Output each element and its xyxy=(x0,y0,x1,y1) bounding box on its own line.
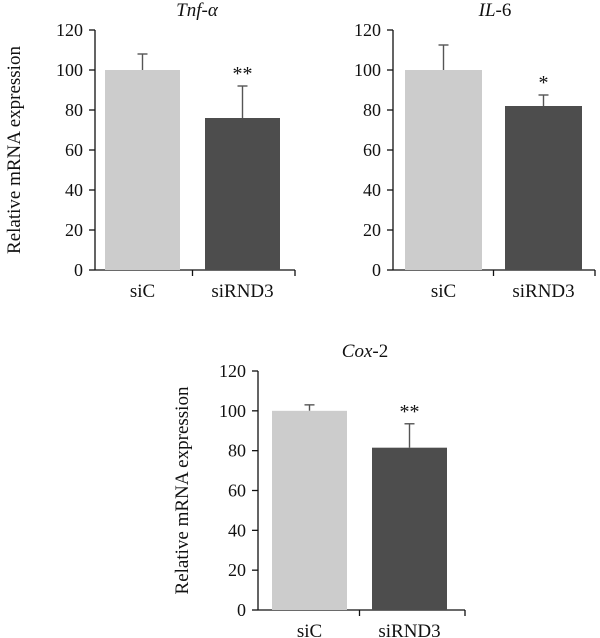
category-label-siRND3: siRND3 xyxy=(512,281,574,302)
significance-marker: ** xyxy=(233,63,253,85)
y-tick-label: 100 xyxy=(219,401,246,421)
y-axis-label: Relative mRNA expression xyxy=(4,46,25,254)
bar-siRND3 xyxy=(372,447,447,610)
chart-title-tail: -2 xyxy=(372,341,388,362)
chart-panel-1: 0 20 40 60 80 100 120 siC siRND3 ** Tnf-α Relative … xyxy=(4,0,296,302)
y-axis-label: Relative mRNA expression xyxy=(172,386,193,594)
y-tick-label: 20 xyxy=(65,220,83,240)
category-label-siRND3: siRND3 xyxy=(378,621,440,638)
y-tick-label: 40 xyxy=(363,180,381,200)
y-tick-label: 120 xyxy=(354,20,381,40)
y-tick-label: 40 xyxy=(228,520,246,540)
y-tick-label: 0 xyxy=(237,600,246,620)
chart-title: Tnf-α xyxy=(176,0,219,21)
chart-title-main: Tnf-α xyxy=(176,0,219,21)
y-tick-label: 100 xyxy=(354,60,381,80)
chart-title-tail: -6 xyxy=(496,0,512,21)
y-tick-label: 80 xyxy=(65,100,83,120)
chart-title: Cox-2 xyxy=(342,341,388,362)
y-tick-label: 120 xyxy=(56,20,83,40)
significance-marker: * xyxy=(539,72,549,94)
bar-siC xyxy=(272,410,347,610)
y-tick-label: 60 xyxy=(228,481,246,501)
chart-title: IL-6 xyxy=(478,0,512,21)
bar-siRND3 xyxy=(505,106,582,270)
y-tick-label: 60 xyxy=(363,140,381,160)
y-tick-label: 20 xyxy=(228,560,246,580)
y-tick-label: 80 xyxy=(228,441,246,461)
chart-title-main: IL xyxy=(478,0,496,21)
y-tick-label: 100 xyxy=(56,60,83,80)
category-label-siC: siC xyxy=(297,621,322,638)
y-tick-label: 40 xyxy=(65,180,83,200)
significance-marker: ** xyxy=(400,401,420,423)
bar-siC xyxy=(105,70,180,270)
chart-title-main: Cox xyxy=(342,341,373,362)
bar-siRND3 xyxy=(205,118,280,270)
y-tick-label: 0 xyxy=(74,260,83,280)
y-tick-label: 0 xyxy=(372,260,381,280)
y-tick-label: 120 xyxy=(219,361,246,381)
y-tick-label: 60 xyxy=(65,140,83,160)
category-label-siC: siC xyxy=(130,281,155,302)
chart-panel-3: 0 20 40 60 80 100 120 siC siRND3 ** Cox-2 Relative … xyxy=(172,341,466,638)
chart-panel-2: 0 20 40 60 80 100 120 siC siRND3 * IL-6 xyxy=(354,0,596,302)
category-label-siRND3: siRND3 xyxy=(211,281,273,302)
y-tick-label: 80 xyxy=(363,100,381,120)
bar-siC xyxy=(405,70,482,270)
category-label-siC: siC xyxy=(431,281,456,302)
y-tick-label: 20 xyxy=(363,220,381,240)
